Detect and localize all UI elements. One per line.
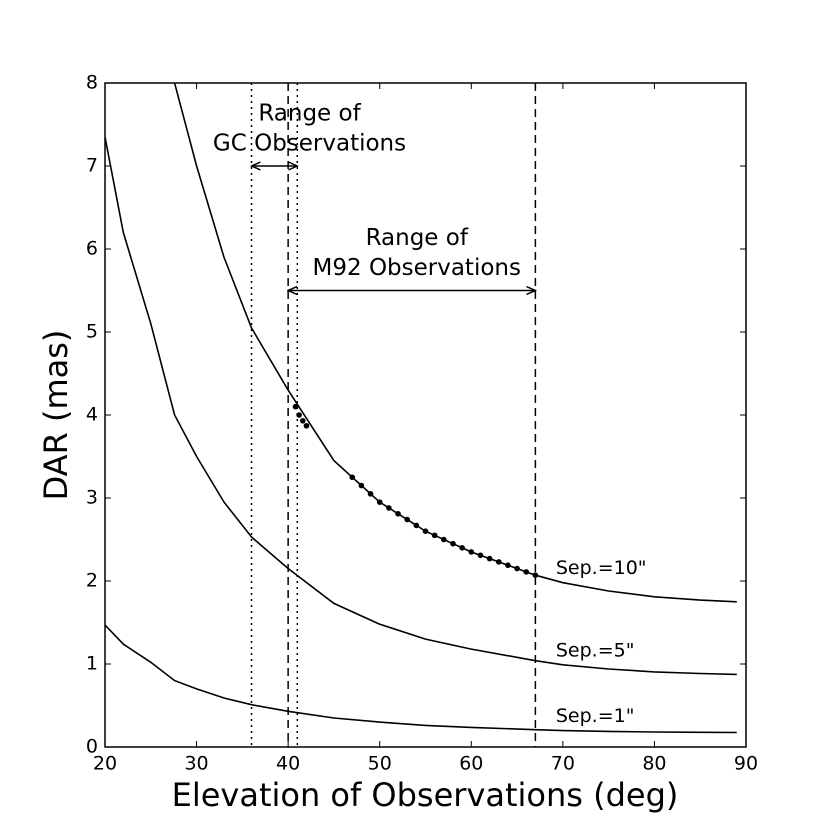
observation-point: [303, 422, 310, 429]
range-label: GC Observations: [213, 131, 406, 157]
observation-point: [495, 559, 502, 565]
observation-point: [532, 572, 539, 578]
observation-point: [486, 555, 493, 562]
observation-point: [422, 528, 429, 534]
observation-point: [358, 482, 365, 489]
observation-point: [450, 540, 456, 547]
observation-point: [523, 569, 530, 575]
y-tick-label: 1: [86, 653, 98, 675]
range-label: M92 Observations: [313, 255, 521, 281]
series-line: [105, 136, 737, 676]
x-tick-label: 90: [734, 753, 758, 775]
observation-point: [299, 418, 306, 424]
range-label: Range of: [258, 101, 361, 127]
x-tick-label: 40: [276, 753, 300, 775]
range-label: Range of: [366, 225, 469, 251]
y-tick-label: 8: [86, 72, 98, 94]
observation-point: [514, 565, 520, 572]
observation-point: [413, 522, 420, 529]
series-label: Sep.=10": [556, 557, 647, 579]
x-tick-label: 50: [368, 753, 392, 775]
y-tick-label: 7: [86, 155, 98, 177]
observation-point: [292, 403, 299, 410]
x-tick-label: 70: [551, 753, 575, 775]
series-label: Sep.=1": [556, 705, 635, 727]
y-tick-label: 5: [86, 321, 98, 343]
observation-point: [296, 412, 302, 418]
series-line: [105, 624, 737, 734]
observation-point: [431, 532, 438, 539]
y-tick-label: 6: [86, 238, 98, 260]
observation-point: [395, 510, 401, 517]
x-axis-label: Elevation of Observations (deg): [172, 776, 679, 814]
observation-point: [468, 549, 475, 555]
series-label: Sep.=5": [556, 639, 635, 661]
y-tick-label: 2: [86, 570, 98, 592]
observation-point: [404, 516, 410, 523]
y-tick-label: 4: [86, 404, 98, 426]
observation-point: [386, 505, 392, 511]
x-tick-label: 80: [642, 753, 666, 775]
observation-point: [459, 545, 465, 551]
observation-point: [441, 536, 447, 543]
observation-point: [367, 491, 374, 497]
x-tick-label: 20: [93, 753, 117, 775]
observation-point: [349, 474, 356, 481]
observation-point: [477, 552, 484, 559]
y-tick-label: 3: [86, 487, 98, 509]
x-tick-label: 60: [459, 753, 483, 775]
observation-point: [376, 499, 383, 505]
series-line: [173, 83, 737, 603]
y-tick-label: 0: [86, 736, 98, 758]
observation-point: [505, 562, 511, 569]
y-axis-label: DAR (mas): [37, 330, 75, 501]
plot-frame: [104, 82, 747, 748]
x-tick-label: 30: [184, 753, 208, 775]
